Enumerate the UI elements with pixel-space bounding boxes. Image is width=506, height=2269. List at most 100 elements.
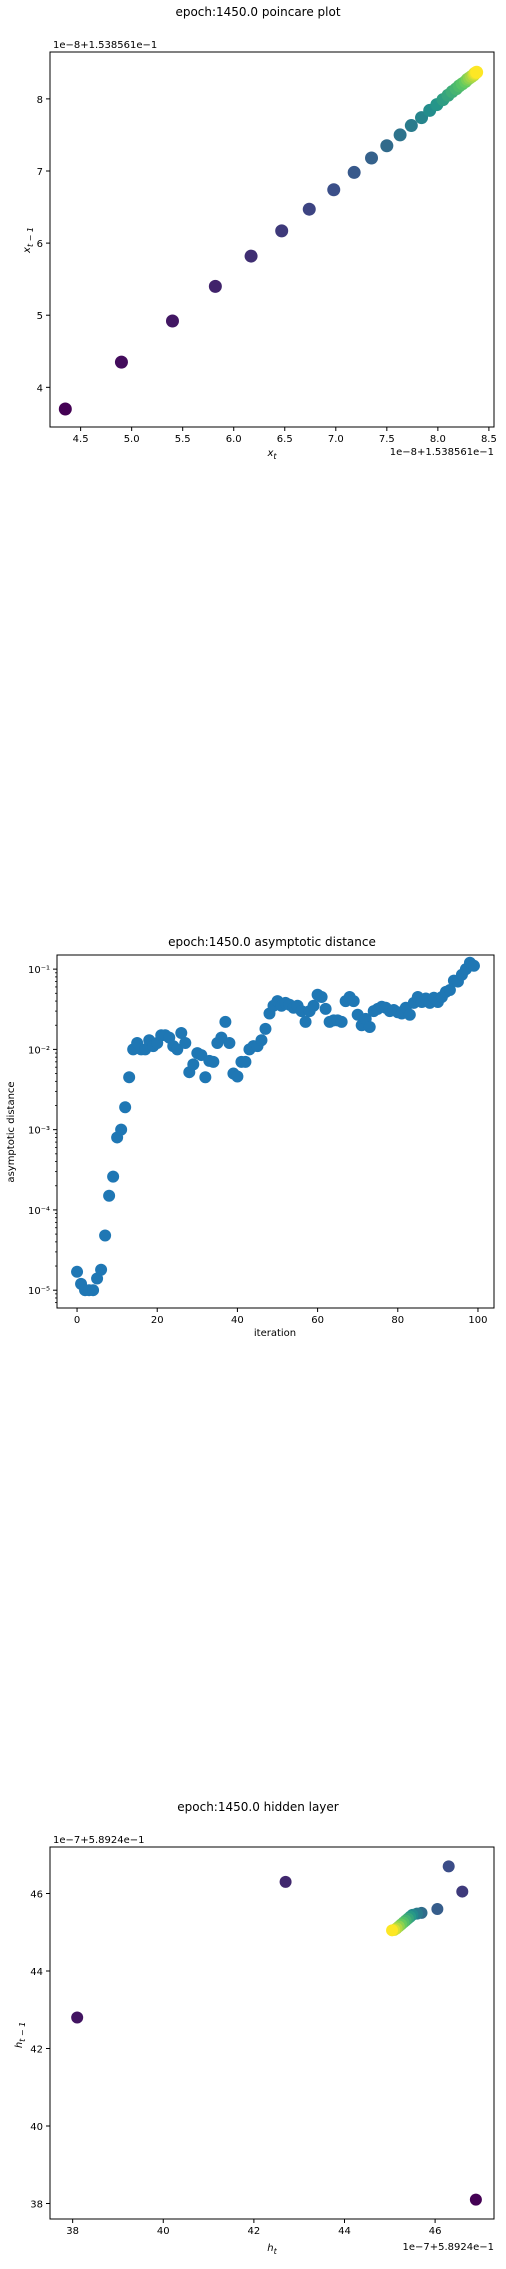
y-offset-text: 1e−8+1.538561e−1 (53, 40, 157, 51)
y-offset-text: 1e−7+5.8924e−1 (53, 1835, 145, 1846)
y-tick-label: 6 (37, 239, 43, 250)
scatter-point (71, 2012, 83, 2024)
scatter-point (107, 1171, 119, 1183)
asymptotic-distance-chart: epoch:1450.0 asymptotic distance 0 20 40 60… (0, 930, 506, 1350)
chart-title: epoch:1450.0 poincare plot (175, 5, 340, 19)
y-tick-label: 40 (30, 2122, 43, 2133)
scatter-point (87, 1284, 99, 1296)
scatter-point (405, 119, 418, 132)
scatter-point (115, 1124, 127, 1136)
scatter-point (209, 280, 222, 293)
y-tick-label: 44 (30, 1967, 43, 1978)
scatter-point (300, 1016, 312, 1028)
y-axis-label: ht − 1 (14, 2022, 27, 2048)
scatter-point (207, 1056, 219, 1068)
x-tick-label: 5.0 (124, 434, 140, 445)
y-tick-label: 46 (30, 1890, 43, 1901)
x-tick-label: 80 (391, 1315, 404, 1326)
x-axis-label: xt (266, 448, 277, 461)
poincare-plot-chart: epoch:1450.0 poincare plot 1e−8+1.538561… (0, 0, 506, 500)
scatter-point (443, 1860, 455, 1872)
scatter-point (348, 166, 361, 179)
x-tick-label: 0 (74, 1315, 80, 1326)
x-tick-label: 42 (248, 2226, 261, 2237)
x-offset-text: 1e−7+5.8924e−1 (402, 2242, 494, 2253)
y-tick-label: 38 (30, 2200, 43, 2211)
scatter-point (187, 1058, 199, 1070)
scatter-point (259, 1023, 271, 1035)
scatter-point (275, 224, 288, 237)
y-tick-label: 10⁻² (28, 1045, 50, 1056)
y-tick-label: 42 (30, 2045, 43, 2056)
x-offset-text: 1e−8+1.538561e−1 (390, 447, 494, 458)
chart-title: epoch:1450.0 asymptotic distance (168, 935, 376, 949)
x-tick-label: 4.5 (73, 434, 89, 445)
scatter-point (115, 356, 128, 369)
hidden-layer-chart: epoch:1450.0 hidden layer 1e−7+5.8924e−1… (0, 1795, 506, 2265)
x-tick-label: 20 (151, 1315, 164, 1326)
scatter-point (470, 66, 483, 79)
y-tick-label: 10⁻⁴ (28, 1206, 50, 1217)
scatter-point (119, 1101, 131, 1113)
x-tick-label: 6.5 (277, 434, 293, 445)
scatter-point (280, 1876, 292, 1888)
y-tick-label: 10⁻³ (28, 1126, 50, 1137)
ticks-group: 4.5 5.0 5.5 6.0 6.5 7.0 7.5 8.0 8.5 4 5 6 7 8 (37, 95, 497, 445)
scatter-point (303, 203, 316, 216)
y-tick-label: 4 (37, 383, 43, 394)
scatter-point (231, 1070, 243, 1082)
scatter-point (336, 1016, 348, 1028)
scatter-point (404, 1009, 416, 1021)
scatter-point (364, 1021, 376, 1033)
y-tick-label: 7 (37, 167, 43, 178)
scatter-point (179, 1037, 191, 1049)
marks-group (71, 1860, 482, 2205)
marks-group (59, 66, 483, 416)
x-tick-label: 38 (66, 2226, 79, 2237)
scatter-point (166, 314, 179, 327)
scatter-point (59, 402, 72, 415)
scatter-point (327, 183, 340, 196)
scatter-point (199, 1071, 211, 1083)
y-axis-label: xt − 1 (22, 227, 35, 254)
scatter-point (219, 1016, 231, 1028)
x-tick-label: 44 (338, 2226, 351, 2237)
scatter-point (95, 1264, 107, 1276)
scatter-point (123, 1071, 135, 1083)
x-tick-label: 8.0 (430, 434, 446, 445)
x-tick-label: 7.0 (328, 434, 344, 445)
x-tick-label: 7.5 (379, 434, 395, 445)
chart-title: epoch:1450.0 hidden layer (177, 1800, 339, 1814)
ticks-group: 38 40 42 44 46 38 40 42 44 46 (30, 1890, 441, 2238)
scatter-point (456, 1886, 468, 1898)
x-tick-label: 5.5 (175, 434, 191, 445)
scatter-point (348, 995, 360, 1007)
scatter-point (99, 1230, 111, 1242)
x-tick-label: 40 (231, 1315, 244, 1326)
y-tick-label: 10⁻⁵ (28, 1286, 50, 1297)
scatter-point (386, 1924, 398, 1936)
scatter-point (223, 1037, 235, 1049)
x-tick-label: 60 (311, 1315, 324, 1326)
scatter-point (394, 128, 407, 141)
x-axis-label: ht (267, 2243, 277, 2256)
scatter-point (103, 1190, 115, 1202)
scatter-point (71, 1266, 83, 1278)
plot-frame (50, 1847, 494, 2219)
marks-group (71, 957, 480, 1296)
scatter-point (431, 1903, 443, 1915)
scatter-point (245, 250, 258, 263)
scatter-point (468, 960, 480, 972)
y-axis-label: asymptotic distance (6, 1081, 17, 1182)
scatter-point (365, 152, 378, 165)
x-tick-label: 46 (429, 2226, 442, 2237)
x-tick-label: 40 (157, 2226, 170, 2237)
scatter-point (470, 2194, 482, 2206)
scatter-point (239, 1056, 251, 1068)
x-axis-label: iteration (254, 1328, 296, 1339)
x-tick-label: 100 (468, 1315, 487, 1326)
scatter-point (380, 139, 393, 152)
x-tick-label: 6.0 (226, 434, 242, 445)
y-tick-label: 8 (37, 95, 43, 106)
y-tick-label: 10⁻¹ (28, 965, 50, 976)
